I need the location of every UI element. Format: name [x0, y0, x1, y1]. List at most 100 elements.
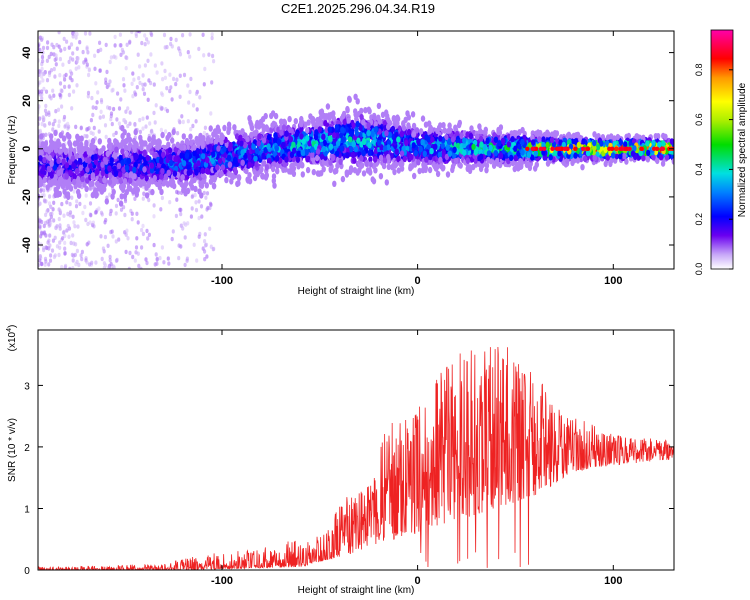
spectrogram-cell: [624, 158, 629, 165]
spectrogram-cell: [124, 232, 128, 237]
spectrogram-cell: [181, 33, 185, 38]
spectrogram-cell: [111, 188, 116, 196]
spectrogram-cell: [41, 115, 45, 120]
spectrogram-cell: [201, 246, 205, 251]
spectrogram-cell: [63, 240, 67, 246]
spectrogram-cell: [134, 250, 138, 255]
spectrogram-cell: [204, 195, 208, 200]
spectrogram-cell: [335, 162, 340, 170]
spectrogram-cell: [48, 212, 53, 217]
spectrogram-cell: [155, 261, 159, 266]
spectrogram-cell: [214, 127, 219, 135]
spectrogram-cell: [139, 266, 143, 269]
spectrogram-cell: [352, 157, 357, 164]
spectrogram-cell: [94, 81, 98, 86]
spectrogram-cell: [47, 201, 52, 206]
spectrogram-cell: [234, 133, 240, 140]
spectrogram-cell: [144, 257, 148, 262]
spectrogram-cell: [56, 107, 61, 113]
spectrogram-cell: [90, 95, 94, 101]
spectrogram-cell: [154, 103, 158, 108]
spectrogram-cell: [188, 54, 192, 59]
spectrogram-cell: [154, 252, 158, 257]
spectrogram-cell: [160, 245, 164, 250]
spectrogram-cell: [104, 172, 109, 179]
spectrogram-cell: [112, 106, 116, 112]
spectrogram-cell: [194, 207, 199, 213]
spectrogram-cell: [110, 229, 114, 234]
spectrogram-cell: [453, 124, 458, 131]
spectrogram-cell: [150, 32, 154, 38]
spectrogram-cell: [141, 126, 145, 131]
spectrogram-cell: [107, 83, 111, 88]
spectrogram-cell: [170, 97, 174, 102]
spectrogram-cell: [565, 132, 571, 139]
spectrogram-cell: [112, 132, 116, 138]
spectrogram-cell: [70, 106, 74, 111]
spectrogram-cell: [116, 197, 120, 203]
spectrogram-cell: [377, 118, 383, 125]
spectrogram-cell: [76, 56, 80, 61]
spectrogram-cell: [147, 232, 151, 237]
spectrogram-cell: [105, 69, 109, 75]
spectrogram-cell: [86, 221, 90, 227]
spectrogram-cell: [153, 63, 157, 68]
spectrogram-cell: [398, 160, 403, 168]
spectrogram-cell: [42, 86, 46, 92]
spectrogram-cell: [49, 68, 54, 73]
spectrogram-cell: [197, 46, 201, 52]
spectrogram-cell: [119, 52, 123, 57]
spectrogram-cell: [299, 126, 304, 133]
spectrogram-cell: [158, 255, 162, 261]
spectrogram-cell: [74, 124, 78, 130]
spectrogram-cell: [247, 178, 253, 185]
spectrogram-cell: [141, 73, 145, 78]
spectrogram-cell: [94, 105, 98, 111]
spectrogram-cell: [313, 134, 319, 141]
spectrogram-cell: [81, 210, 85, 216]
spectrogram-cell: [42, 176, 47, 184]
spectrogram-cell: [170, 44, 174, 49]
spectrogram-cell: [72, 220, 76, 225]
spectrogram-cell: [209, 111, 213, 116]
spectrogram-cell: [145, 260, 149, 266]
spectrogram-cell: [62, 114, 67, 120]
spectrogram-cell: [58, 73, 62, 78]
spectrogram-cell: [57, 207, 61, 212]
spectrogram-cell: [45, 78, 50, 83]
spectrogram-cell: [275, 162, 280, 169]
spectrogram-cell: [73, 224, 77, 229]
spectrogram-cell: [112, 265, 116, 269]
spectrogram-cell: [68, 75, 72, 81]
spectrogram-cell: [182, 72, 187, 78]
spectrogram-cell: [136, 220, 140, 225]
spectrogram-cell: [46, 240, 50, 245]
spectrogram-cell: [121, 77, 126, 82]
spectrogram-cell: [353, 93, 358, 101]
spectrogram-cell: [143, 42, 147, 47]
spectrogram-cell: [390, 164, 395, 171]
spectrogram-cell: [186, 83, 190, 88]
spectrogram-cell: [57, 123, 61, 129]
spectrogram-cell: [104, 80, 108, 86]
spectrogram-cell: [60, 104, 64, 109]
spectrogram-cell: [63, 77, 67, 82]
spectrogram-cell: [69, 42, 74, 47]
spectrogram-cell: [180, 168, 185, 175]
spectrogram-cell: [148, 121, 152, 126]
spectrogram-cell: [331, 115, 336, 122]
spectrogram-cell: [177, 243, 181, 248]
spectrogram-cell: [131, 71, 135, 76]
spectrogram-cell: [84, 193, 88, 198]
spectrogram-cell: [72, 241, 76, 246]
spectrogram-cell: [54, 62, 58, 67]
spectrogram-cell: [614, 153, 620, 160]
spectrogram-cell: [524, 161, 530, 168]
spectrogram-cell: [202, 130, 206, 136]
spectrogram-cell: [141, 223, 145, 229]
spectrogram-cell: [484, 167, 489, 174]
spectrogram-cell: [66, 223, 70, 229]
spectrogram-cell: [137, 263, 141, 269]
spectrogram-cell: [176, 131, 180, 136]
